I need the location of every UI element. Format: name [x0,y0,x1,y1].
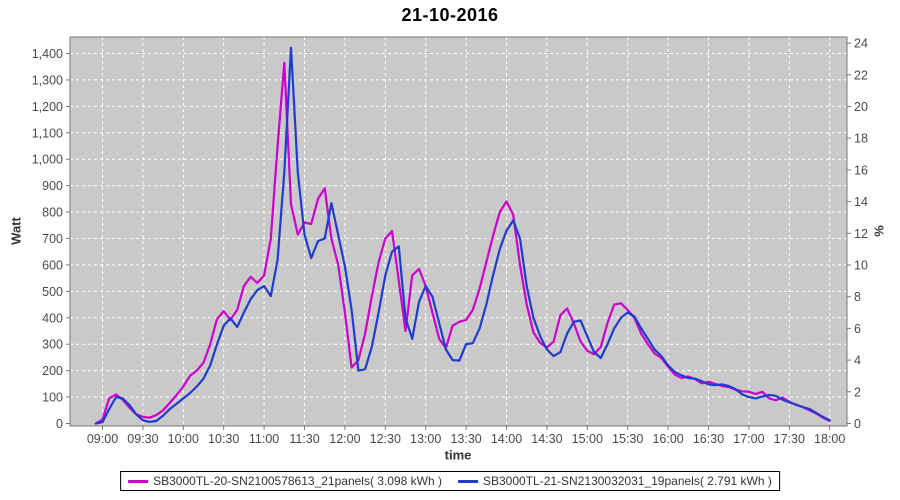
svg-text:09:30: 09:30 [127,432,158,446]
svg-text:11:30: 11:30 [289,432,319,446]
svg-text:200: 200 [42,364,63,378]
svg-text:13:30: 13:30 [450,432,481,446]
svg-text:500: 500 [42,285,63,299]
svg-text:0: 0 [56,417,63,431]
svg-text:2: 2 [854,385,861,399]
svg-text:18: 18 [854,132,868,146]
svg-text:15:00: 15:00 [572,432,603,446]
legend-item-series-0: SB3000TL-20-SN2100578613_21panels( 3.098… [128,474,442,488]
svg-text:09:00: 09:00 [87,432,118,446]
svg-text:900: 900 [42,179,63,193]
legend: SB3000TL-20-SN2100578613_21panels( 3.098… [120,471,780,491]
svg-text:20: 20 [854,100,868,114]
legend-label-series-1: SB3000TL-21-SN2130032031_19panels( 2.791… [483,474,772,488]
series-line-1 [94,46,831,425]
svg-text:10: 10 [854,259,868,273]
svg-text:22: 22 [854,68,868,82]
svg-text:17:30: 17:30 [774,432,805,446]
svg-text:17:00: 17:00 [733,432,764,446]
series-0-color-swatch [128,479,149,483]
y-axis-label-percent: % [871,225,887,237]
axis-ticks-and-labels: 09:00 09:30 10:00 10:30 11:00 11:30 12:00 12:30… [32,37,868,446]
svg-text:1,000: 1,000 [32,153,63,167]
svg-text:1,100: 1,100 [32,126,63,140]
svg-text:800: 800 [42,206,63,220]
y-axis-label-watt: Watt [8,217,24,245]
legend-item-series-1: SB3000TL-21-SN2130032031_19panels( 2.791… [458,474,772,488]
svg-text:12:00: 12:00 [329,432,360,446]
svg-text:100: 100 [42,391,63,405]
svg-text:16:00: 16:00 [652,432,683,446]
svg-text:1,400: 1,400 [32,47,63,61]
svg-text:12:30: 12:30 [370,432,401,446]
svg-text:400: 400 [42,311,63,325]
svg-text:600: 600 [42,258,63,272]
svg-text:16:30: 16:30 [693,432,724,446]
svg-text:13:00: 13:00 [410,432,441,446]
svg-text:6: 6 [854,322,861,336]
svg-text:4: 4 [854,354,861,368]
svg-text:10:30: 10:30 [208,432,239,446]
svg-text:24: 24 [854,37,868,51]
series-line-0 [94,61,831,425]
x-axis-label-time: time [444,447,472,463]
chart-title: 21-10-2016 [401,5,499,25]
svg-text:10:00: 10:00 [168,432,199,446]
svg-text:14:30: 14:30 [531,432,562,446]
svg-text:8: 8 [854,290,861,304]
svg-text:1,200: 1,200 [32,100,63,114]
svg-text:14: 14 [854,195,868,209]
svg-text:11:00: 11:00 [249,432,279,446]
svg-text:300: 300 [42,338,63,352]
svg-text:16: 16 [854,163,868,177]
svg-text:14:00: 14:00 [491,432,522,446]
legend-label-series-0: SB3000TL-20-SN2100578613_21panels( 3.098… [153,474,442,488]
svg-text:15:30: 15:30 [612,432,643,446]
svg-text:12: 12 [854,227,868,241]
svg-text:18:00: 18:00 [814,432,845,446]
svg-text:700: 700 [42,232,63,246]
svg-text:1,300: 1,300 [32,73,63,87]
series-1-color-swatch [458,479,478,483]
svg-text:0: 0 [854,417,861,431]
